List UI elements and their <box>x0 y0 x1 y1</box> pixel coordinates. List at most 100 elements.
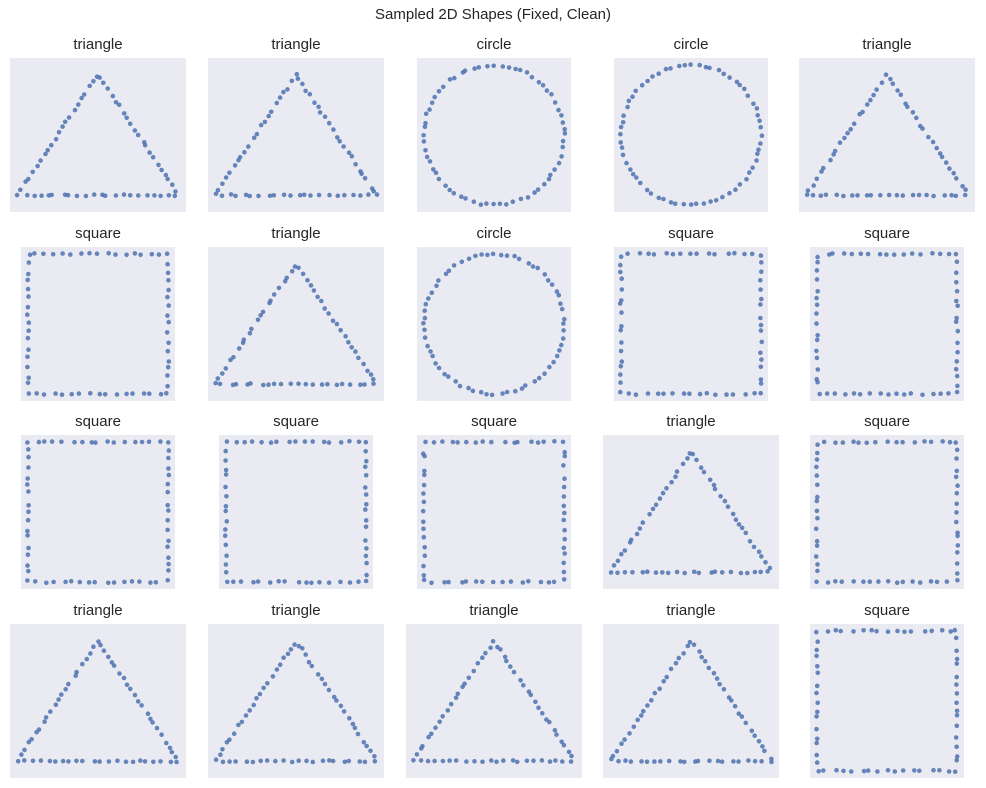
data-point <box>931 391 936 397</box>
data-point <box>676 655 682 661</box>
data-point <box>287 439 292 445</box>
data-point <box>232 163 238 168</box>
data-point <box>25 476 30 481</box>
data-point <box>233 759 238 764</box>
data-point <box>637 526 643 531</box>
data-point <box>725 504 731 509</box>
data-point <box>81 92 87 97</box>
data-point <box>821 768 826 773</box>
data-point <box>954 713 960 718</box>
data-point <box>670 251 676 257</box>
data-point <box>436 176 442 182</box>
data-point <box>712 486 718 492</box>
data-point <box>848 127 853 132</box>
data-point <box>668 66 673 71</box>
data-point <box>900 193 906 198</box>
data-point <box>715 758 721 764</box>
data-point <box>327 758 332 763</box>
data-point <box>639 759 644 764</box>
data-point <box>901 252 907 257</box>
data-point <box>466 385 471 391</box>
panel-title: triangle <box>271 36 321 53</box>
data-point <box>816 769 821 774</box>
data-point <box>274 100 280 106</box>
data-point <box>732 250 737 256</box>
data-point <box>625 251 630 256</box>
data-point <box>250 759 256 765</box>
data-point <box>166 340 171 346</box>
data-point <box>220 181 225 187</box>
data-point <box>914 115 919 121</box>
data-point <box>851 391 857 396</box>
data-point <box>666 758 672 764</box>
data-point <box>145 193 150 198</box>
data-point <box>452 75 457 81</box>
data-point <box>561 503 567 509</box>
data-point <box>687 451 693 456</box>
data-point <box>894 192 900 198</box>
data-point <box>814 579 819 585</box>
data-point <box>169 749 175 755</box>
data-point <box>38 158 43 163</box>
data-point <box>47 758 53 764</box>
panel-17: triangle <box>208 602 384 778</box>
data-point <box>25 354 30 360</box>
data-point <box>865 768 871 773</box>
data-point <box>101 648 107 653</box>
data-point <box>561 742 567 748</box>
data-point <box>480 439 485 444</box>
data-point <box>50 251 56 257</box>
data-point <box>80 661 85 667</box>
data-point <box>810 192 816 198</box>
data-point <box>682 570 687 576</box>
data-point <box>858 251 864 257</box>
axes-background <box>208 58 384 212</box>
data-point <box>166 303 171 308</box>
data-point <box>814 473 820 478</box>
data-point <box>361 740 367 745</box>
data-point <box>618 254 624 259</box>
data-point <box>909 251 915 256</box>
data-point <box>814 311 819 316</box>
data-point <box>227 759 232 764</box>
data-point <box>711 670 717 676</box>
data-point <box>317 580 322 585</box>
data-point <box>954 490 960 496</box>
data-point <box>623 758 628 763</box>
data-point <box>535 265 540 271</box>
panel-title: circle <box>476 36 512 53</box>
data-point <box>759 260 764 265</box>
data-point <box>680 461 686 467</box>
data-point <box>759 759 764 764</box>
data-point <box>694 251 699 256</box>
data-point <box>301 192 307 198</box>
data-point <box>369 186 375 191</box>
data-point <box>346 339 351 345</box>
data-point <box>937 151 943 156</box>
data-point <box>267 580 273 585</box>
data-point <box>296 381 301 387</box>
data-point <box>759 269 764 274</box>
data-point <box>833 627 839 633</box>
panel-title: triangle <box>271 225 321 242</box>
data-point <box>736 759 741 764</box>
panel-title: triangle <box>73 36 123 53</box>
data-point <box>749 251 755 257</box>
data-point <box>173 189 178 194</box>
data-point <box>254 696 259 701</box>
panel-title: square <box>668 225 714 242</box>
data-point <box>102 392 108 397</box>
data-point <box>111 440 117 445</box>
data-point <box>697 391 703 397</box>
panel-10: square <box>810 225 964 401</box>
data-point <box>231 731 237 736</box>
data-point <box>490 251 496 257</box>
data-point <box>53 136 59 142</box>
data-point <box>504 253 510 258</box>
data-point <box>334 382 340 388</box>
data-point <box>625 104 630 110</box>
data-point <box>427 107 432 112</box>
data-point <box>954 691 960 696</box>
data-point <box>653 502 659 508</box>
data-point <box>825 580 831 585</box>
